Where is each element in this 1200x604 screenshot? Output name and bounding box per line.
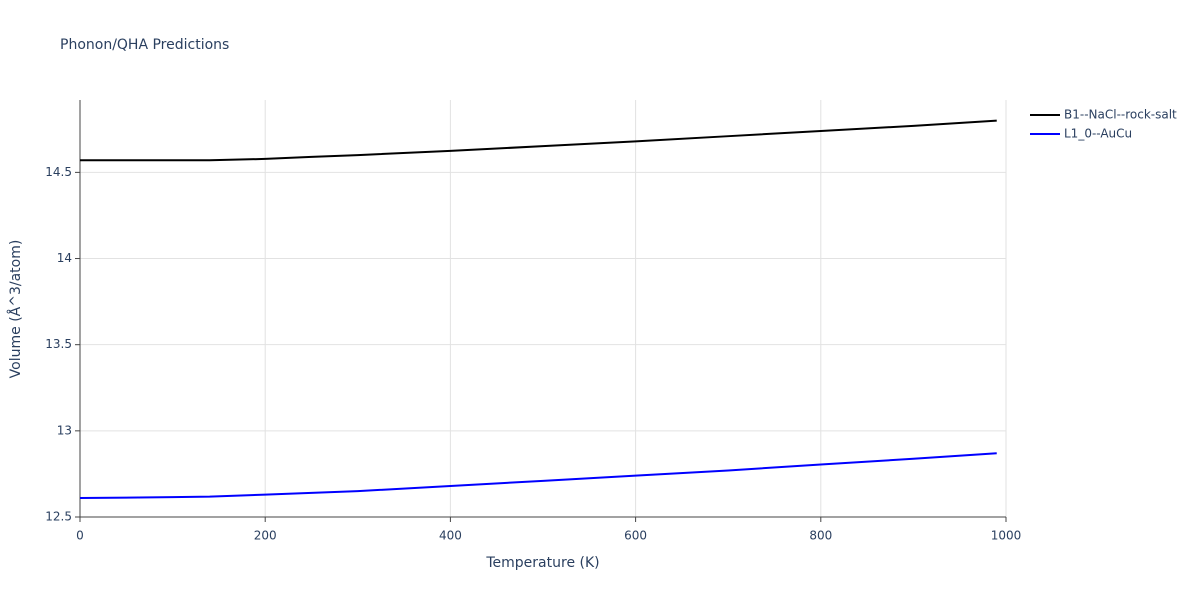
line (80, 119, 997, 162)
legend-label: L1_0--AuCu (1064, 127, 1132, 141)
y-tick-label: 12.5 (45, 510, 72, 524)
x-tick-label: 400 (439, 529, 462, 543)
line (79, 452, 997, 500)
y-axis-label: Volume (Å^3/atom) (7, 240, 24, 379)
x-tick-label: 200 (254, 529, 277, 543)
y-tick-label: 14.5 (45, 165, 72, 179)
y-tick-label: 13 (57, 423, 72, 437)
x-axis-label: Temperature (K) (485, 555, 599, 571)
chart-title: Phonon/QHA Predictions (60, 37, 229, 53)
y-tick-label: 13.5 (45, 337, 72, 351)
x-tick-label: 800 (809, 529, 832, 543)
x-tick-label: 600 (624, 529, 647, 543)
x-tick-label: 1000 (991, 529, 1022, 543)
y-tick-label: 14 (57, 251, 72, 265)
x-tick-label: 0 (76, 529, 84, 543)
legend-label: B1--NaCl--rock-salt (1064, 108, 1177, 122)
